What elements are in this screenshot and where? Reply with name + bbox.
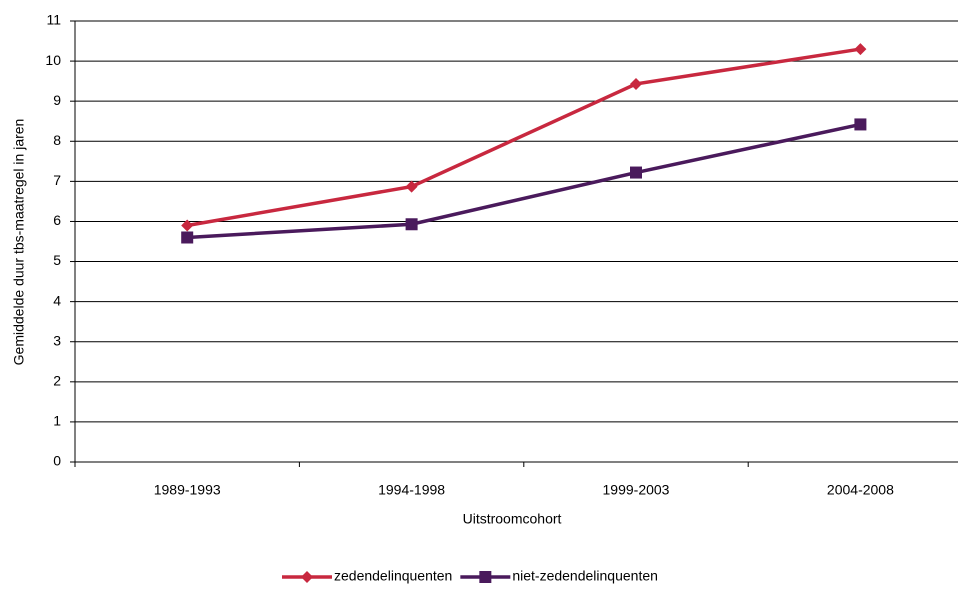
point — [854, 118, 867, 131]
legend-label: zedendelinquenten — [334, 568, 452, 584]
point — [181, 231, 194, 244]
y-tick-label: 7 — [53, 172, 61, 188]
y-tick-label: 1 — [53, 413, 61, 429]
point — [630, 166, 642, 179]
y-axis-title: Gemiddelde duur tbs-maatregel in jaren — [11, 119, 27, 366]
y-tick-label: 4 — [53, 292, 61, 308]
series-line — [186, 47, 861, 228]
x-axis-title: Uitstroomcohort — [463, 511, 562, 527]
y-tick-label: 5 — [53, 252, 61, 268]
point — [479, 571, 492, 583]
legend-item: zedendelinquenten — [282, 568, 452, 584]
legend-label: niet-zedendelinquenten — [512, 568, 658, 584]
x-tick-label: 2004-2008 — [827, 482, 894, 498]
point — [405, 218, 418, 231]
point — [630, 77, 642, 90]
point — [854, 43, 867, 56]
series-line — [187, 122, 861, 240]
point — [181, 219, 194, 232]
legend-item: niet-zedendelinquenten — [460, 568, 658, 584]
y-tick-label: 11 — [46, 12, 61, 28]
y-tick-label: 9 — [53, 92, 61, 108]
x-tick-label: 1999-2003 — [603, 482, 670, 498]
y-tick-label: 2 — [53, 373, 61, 389]
point — [405, 180, 418, 193]
x-tick-label: 1989-1993 — [154, 482, 221, 498]
y-tick-label: 3 — [53, 332, 61, 348]
y-tick-label: 6 — [53, 212, 61, 228]
y-tick-label: 0 — [53, 453, 61, 469]
y-tick-label: 8 — [53, 132, 61, 148]
point — [301, 571, 313, 583]
y-tick-label: 10 — [45, 52, 61, 68]
x-tick-label: 1994-1998 — [378, 482, 445, 498]
